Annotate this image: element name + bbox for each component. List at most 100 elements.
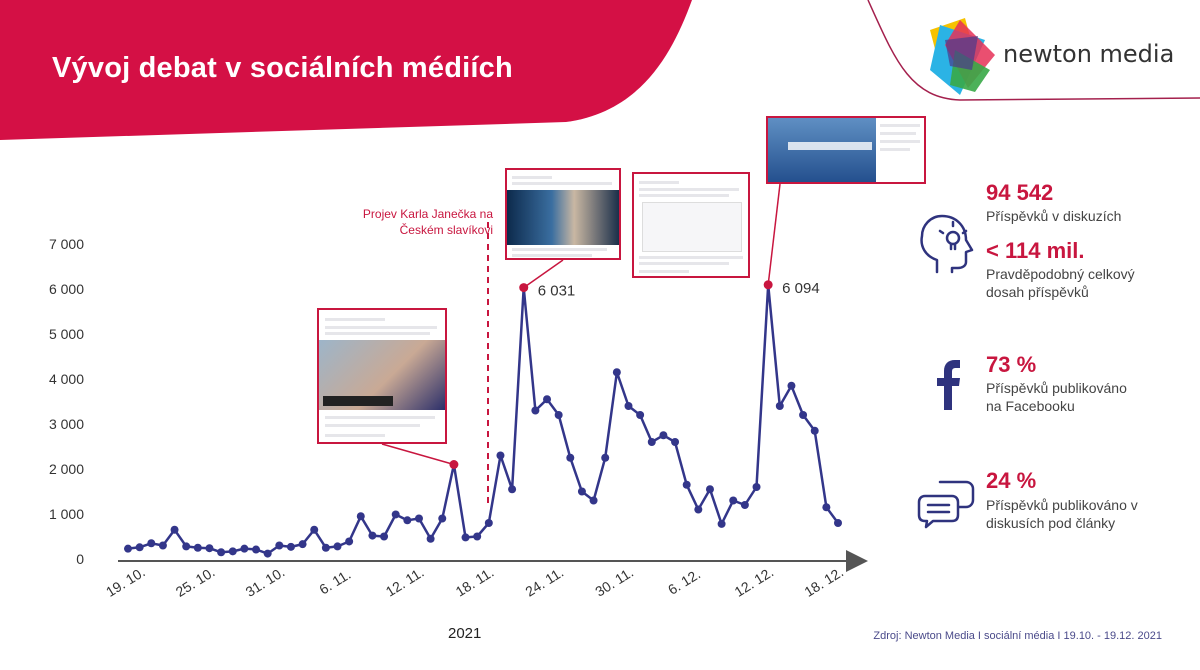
data-point bbox=[810, 426, 819, 435]
series-line bbox=[127, 283, 840, 555]
x-tick-label: 12. 11. bbox=[383, 564, 427, 600]
x-tick-label: 18. 11. bbox=[453, 564, 497, 600]
x-tick-label: 31. 10. bbox=[243, 564, 288, 600]
y-tick-label: 3 000 bbox=[49, 416, 84, 432]
thumbnail-connector bbox=[381, 443, 455, 466]
data-point bbox=[438, 514, 447, 523]
x-tick-label: 6. 11. bbox=[316, 566, 353, 598]
brand-name: newton media bbox=[1003, 40, 1175, 68]
data-point bbox=[682, 480, 691, 489]
x-tick-label: 19. 10. bbox=[103, 564, 148, 600]
data-point bbox=[193, 543, 202, 552]
data-point bbox=[182, 542, 191, 551]
data-point bbox=[298, 540, 307, 549]
data-point bbox=[694, 505, 703, 514]
header-curve bbox=[867, 0, 1200, 101]
thumbnail-connector bbox=[523, 259, 564, 289]
data-point bbox=[543, 395, 552, 404]
data-point bbox=[403, 516, 412, 525]
x-tick-label: 30. 11. bbox=[592, 564, 636, 600]
stat-posts-label: Příspěvků v diskuzích bbox=[986, 208, 1122, 224]
x-tick-label: 6. 12. bbox=[665, 566, 703, 598]
data-point bbox=[240, 544, 249, 553]
data-point bbox=[787, 381, 796, 390]
stat-discussions-value: 24 % bbox=[986, 468, 1037, 493]
data-point bbox=[554, 411, 563, 419]
y-tick-label: 2 000 bbox=[49, 461, 84, 477]
data-label: 6 094 bbox=[782, 280, 820, 297]
x-axis-arrow bbox=[846, 550, 868, 572]
data-point bbox=[275, 541, 284, 550]
data-point bbox=[345, 537, 354, 546]
post-thumbnail-3 bbox=[632, 172, 750, 278]
annotation-janecek-speech: Projev Karla Janečka na Českém slavíkovi bbox=[362, 207, 493, 237]
x-tick-label: 18. 12. bbox=[801, 564, 846, 600]
y-tick-label: 0 bbox=[76, 551, 84, 567]
data-point bbox=[822, 503, 831, 512]
data-point bbox=[589, 496, 598, 505]
x-tick-label: 12. 12. bbox=[731, 564, 776, 600]
data-point bbox=[124, 544, 132, 553]
data-point bbox=[321, 543, 330, 552]
data-point bbox=[380, 532, 389, 541]
data-point bbox=[263, 549, 272, 558]
data-point bbox=[368, 531, 377, 540]
y-tick-label: 6 000 bbox=[49, 281, 84, 297]
x-tick-label: 25. 10. bbox=[173, 564, 218, 600]
thumbnail-connector bbox=[767, 183, 781, 285]
data-point bbox=[729, 496, 738, 505]
data-point bbox=[799, 411, 808, 419]
data-point bbox=[391, 510, 400, 519]
data-point bbox=[333, 542, 342, 551]
y-tick-label: 4 000 bbox=[49, 371, 84, 387]
data-point bbox=[449, 460, 459, 469]
source-note: Zdroj: Newton Media I sociální média I 1… bbox=[873, 630, 1162, 642]
y-tick-label: 1 000 bbox=[49, 506, 84, 522]
data-point bbox=[147, 539, 156, 548]
stat-facebook-value: 73 % bbox=[986, 352, 1037, 377]
data-point bbox=[461, 533, 470, 542]
data-point bbox=[170, 525, 179, 534]
data-point bbox=[752, 483, 761, 491]
post-thumbnail-1 bbox=[317, 308, 447, 444]
data-point bbox=[426, 534, 435, 543]
post-thumbnail-2 bbox=[505, 168, 621, 260]
data-point bbox=[577, 487, 586, 496]
data-point bbox=[496, 451, 505, 460]
data-point bbox=[834, 519, 842, 527]
data-point bbox=[473, 532, 482, 541]
data-point bbox=[158, 541, 167, 550]
data-point bbox=[705, 485, 714, 494]
data-point bbox=[205, 544, 214, 553]
y-tick-label: 5 000 bbox=[49, 326, 84, 342]
data-point bbox=[414, 514, 423, 523]
stat-discussions-label: Příspěvků publikováno v diskusích pod čl… bbox=[986, 497, 1138, 531]
data-point bbox=[763, 280, 773, 290]
head-lightbulb-icon bbox=[920, 214, 974, 274]
post-thumbnail-4 bbox=[766, 116, 926, 184]
data-point bbox=[135, 543, 144, 552]
data-point bbox=[740, 501, 749, 509]
data-point bbox=[717, 519, 726, 528]
data-point bbox=[636, 411, 645, 419]
stat-posts-value: 94 542 bbox=[986, 180, 1054, 205]
data-label: 6 031 bbox=[538, 283, 576, 300]
page-title: Vývoj debat v sociálních médiích bbox=[52, 52, 513, 84]
data-point bbox=[484, 519, 493, 527]
data-point bbox=[252, 545, 261, 554]
data-point bbox=[356, 512, 365, 521]
data-point bbox=[624, 402, 633, 410]
data-point bbox=[612, 368, 621, 377]
data-point bbox=[286, 542, 295, 551]
header-red-shape bbox=[0, 0, 692, 140]
stat-reach-value: < 114 mil. bbox=[986, 238, 1085, 263]
data-point bbox=[508, 485, 517, 494]
data-point bbox=[310, 525, 319, 534]
x-tick-label: 24. 11. bbox=[522, 564, 566, 600]
data-point bbox=[519, 283, 529, 293]
facebook-icon bbox=[937, 360, 960, 410]
data-point bbox=[659, 431, 668, 440]
data-point bbox=[228, 547, 237, 556]
